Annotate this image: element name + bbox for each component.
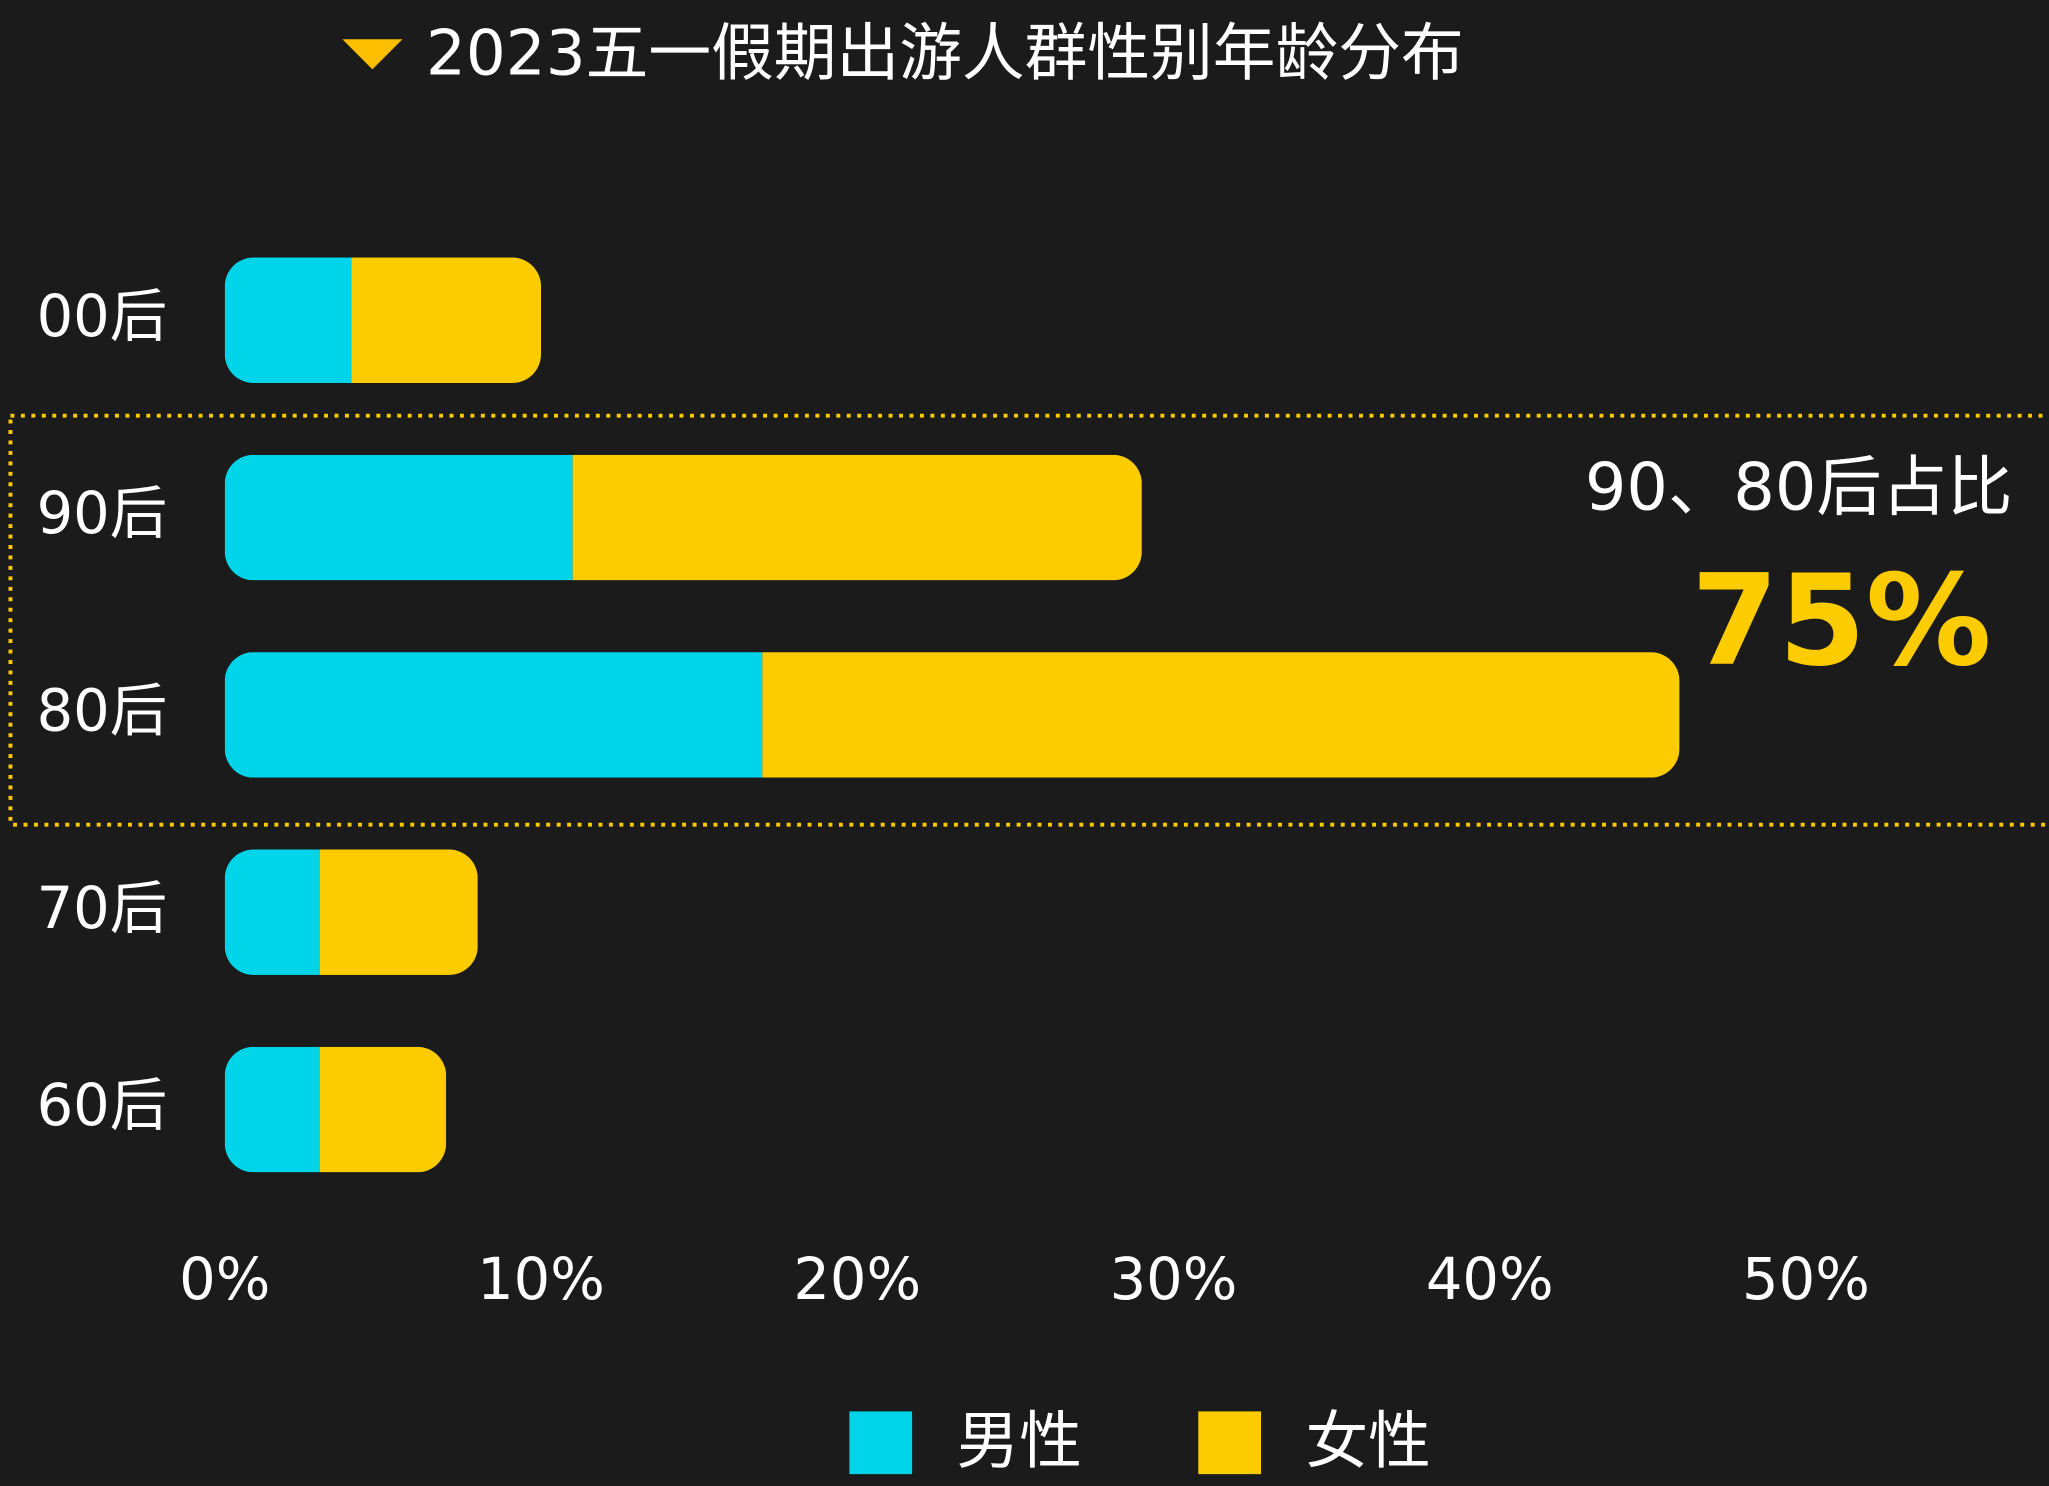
y-tick-label: 60后: [37, 1072, 168, 1139]
y-tick-label: 70后: [37, 875, 168, 942]
y-tick-label: 80后: [37, 678, 168, 745]
bar-segment: [762, 652, 1680, 778]
highlight-box: [8, 413, 2049, 827]
annotation-value: 75%: [1691, 548, 1991, 694]
legend-label: 男性: [957, 1404, 1082, 1477]
x-tick-label: 30%: [1110, 1246, 1238, 1313]
bar-segment: [224, 1046, 320, 1173]
y-tick-label: 00后: [37, 283, 168, 350]
chart-title: 2023五一假期出游人群性别年龄分布: [426, 17, 1464, 90]
legend-swatch: [1198, 1411, 1262, 1475]
legend-label: 女性: [1305, 1404, 1430, 1477]
title-marker: [342, 39, 403, 70]
x-tick-label: 10%: [477, 1246, 605, 1313]
bar-group: [224, 849, 478, 975]
bar-group: [224, 454, 1142, 581]
bar-segment: [572, 454, 1142, 581]
bar-segment: [351, 257, 541, 383]
bar-segment: [319, 1046, 447, 1173]
bar-group: [224, 257, 541, 383]
bar-segment: [224, 454, 573, 581]
legend-swatch: [849, 1411, 913, 1475]
x-tick-label: 40%: [1426, 1246, 1554, 1313]
bar-segment: [224, 849, 320, 975]
bar-segment: [319, 849, 478, 975]
bar-segment: [224, 257, 352, 383]
y-tick-label: 90后: [37, 480, 168, 547]
annotation-label: 90、80后占比: [1585, 450, 2013, 526]
x-tick-label: 20%: [793, 1246, 921, 1313]
bar-segment: [224, 652, 763, 778]
x-tick-label: 0%: [179, 1246, 270, 1313]
bar-group: [224, 1046, 447, 1173]
x-tick-label: 50%: [1742, 1246, 1870, 1313]
bar-group: [224, 652, 1680, 778]
